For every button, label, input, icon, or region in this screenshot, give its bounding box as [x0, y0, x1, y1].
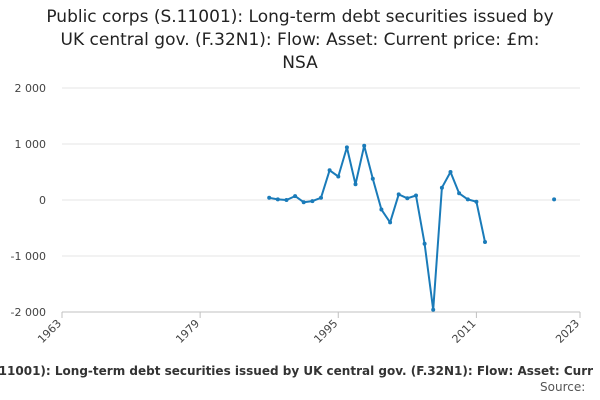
data-point: [344, 145, 349, 150]
data-point: [457, 191, 462, 196]
data-point: [310, 199, 315, 204]
x-tick-label: 1979: [173, 317, 202, 346]
data-point: [388, 220, 393, 225]
chart-title-line-2: UK central gov. (F.32N1): Flow: Asset: C…: [60, 30, 540, 50]
legend-series-label: (S.11001): Long-term debt securities iss…: [0, 364, 594, 378]
y-tick-label: 2 000: [15, 82, 47, 95]
data-point: [414, 193, 418, 198]
data-point: [483, 240, 487, 244]
y-tick-label: 1 000: [15, 138, 47, 151]
data-point: [275, 197, 280, 202]
x-tick-label: 2011: [450, 317, 479, 346]
data-point: [284, 198, 289, 202]
chart-title: Public corps (S.11001): Long-term debt s…: [0, 6, 600, 75]
data-point: [319, 195, 323, 200]
data-point: [336, 174, 341, 179]
data-point: [552, 197, 557, 202]
data-point: [431, 307, 436, 312]
series-line: [269, 144, 486, 311]
data-point: [379, 207, 384, 212]
source-note: Source:: [540, 380, 586, 394]
data-point: [267, 195, 272, 200]
data-point: [301, 200, 306, 205]
data-point: [448, 170, 453, 174]
data-point: [405, 196, 410, 201]
x-tick-label: 2023: [553, 317, 582, 346]
chart-title-line-1: Public corps (S.11001): Long-term debt s…: [46, 7, 554, 27]
data-point: [439, 185, 444, 190]
data-point: [474, 199, 479, 204]
x-tick-label: 1995: [311, 317, 340, 346]
data-point: [327, 168, 332, 173]
y-tick-label: -2 000: [11, 306, 46, 319]
chart-title-line-3: NSA: [282, 53, 318, 73]
y-tick-label: -1 000: [11, 250, 46, 263]
legend: (S.11001): Long-term debt securities iss…: [0, 364, 600, 382]
data-point: [370, 176, 375, 181]
data-point: [396, 192, 401, 197]
data-point: [465, 197, 470, 202]
data-point: [353, 182, 358, 187]
data-point: [293, 194, 298, 199]
x-tick-label: 1963: [35, 317, 64, 346]
data-point: [362, 143, 367, 148]
data-point: [422, 241, 427, 246]
y-tick-label: 0: [39, 194, 46, 207]
